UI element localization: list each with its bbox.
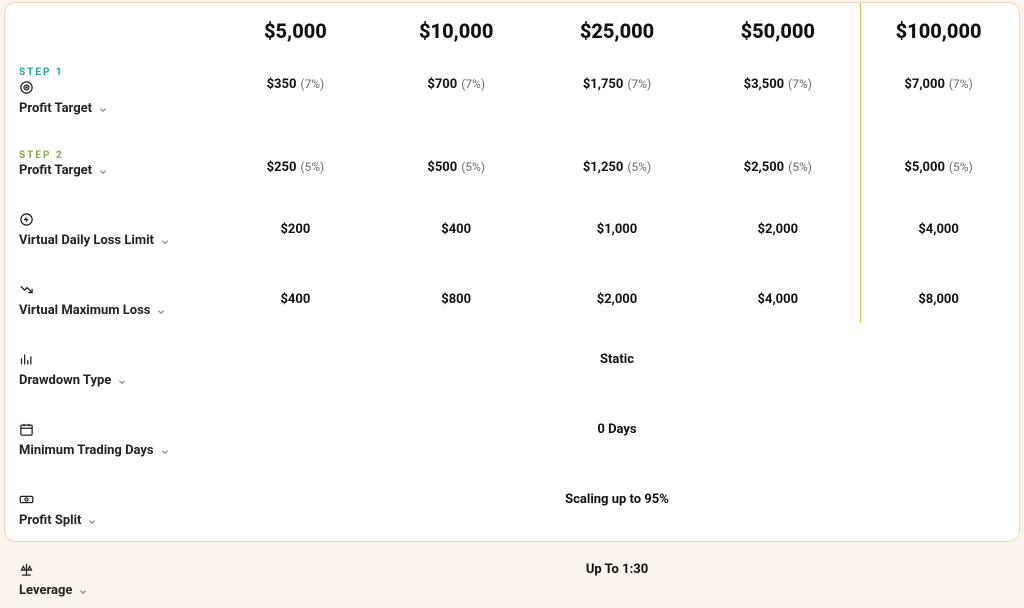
row-drawdown-label[interactable]: Drawdown Type xyxy=(5,346,215,398)
row-step1-text: Profit Target xyxy=(19,101,92,116)
header-spacer xyxy=(5,13,215,61)
col-header-1: $10,000 xyxy=(376,13,537,61)
chevron-down-icon xyxy=(160,446,170,456)
row-step2-label[interactable]: STEP 2 Profit Target xyxy=(5,144,215,188)
col-header-2: $25,000 xyxy=(537,13,698,61)
row-daily-loss-label[interactable]: Virtual Daily Loss Limit xyxy=(5,206,215,258)
col-header-0: $5,000 xyxy=(215,13,376,61)
row-daily-loss-text: Virtual Daily Loss Limit xyxy=(19,233,154,248)
row-leverage-label[interactable]: Leverage xyxy=(5,556,215,608)
row-step2-text: Profit Target xyxy=(19,163,92,178)
chevron-down-icon xyxy=(98,104,108,114)
trend-down-icon xyxy=(19,282,34,297)
dailyloss-val-0: $200 xyxy=(215,206,376,258)
profitsplit-value: Scaling up to 95% xyxy=(215,486,1019,538)
row-mindays-label[interactable]: Minimum Trading Days xyxy=(5,416,215,468)
bars-icon xyxy=(19,352,34,367)
step1-val-4: $7,000(7%) xyxy=(858,61,1019,126)
cash-icon xyxy=(19,492,34,507)
chevron-down-icon xyxy=(87,516,97,526)
leverage-value: Up To 1:30 xyxy=(215,556,1019,608)
calendar-icon xyxy=(19,422,34,437)
chevron-down-icon xyxy=(98,166,108,176)
highlight-column-divider xyxy=(860,3,861,323)
clock24-icon xyxy=(19,212,34,227)
chevron-down-icon xyxy=(160,236,170,246)
pricing-comparison-card: $5,000 $10,000 $25,000 $50,000 $100,000 … xyxy=(4,2,1020,542)
row-leverage-text: Leverage xyxy=(19,583,72,598)
row-max-loss-label[interactable]: Virtual Maximum Loss xyxy=(5,276,215,328)
maxloss-val-2: $2,000 xyxy=(537,276,698,328)
row-mindays-text: Minimum Trading Days xyxy=(19,443,154,458)
drawdown-value: Static xyxy=(215,346,1019,398)
step1-val-1: $700(7%) xyxy=(376,61,537,126)
step1-tag: STEP 1 xyxy=(19,67,215,78)
row-max-loss-text: Virtual Maximum Loss xyxy=(19,303,150,318)
dailyloss-val-1: $400 xyxy=(376,206,537,258)
step2-val-2: $1,250(5%) xyxy=(537,144,698,188)
col-header-4: $100,000 xyxy=(858,13,1019,61)
step2-tag: STEP 2 xyxy=(19,150,215,161)
maxloss-val-4: $8,000 xyxy=(858,276,1019,328)
maxloss-val-0: $400 xyxy=(215,276,376,328)
step1-val-2: $1,750(7%) xyxy=(537,61,698,126)
row-step1-label[interactable]: STEP 1 Profit Target xyxy=(5,61,215,126)
mindays-value: 0 Days xyxy=(215,416,1019,468)
dailyloss-val-3: $2,000 xyxy=(697,206,858,258)
step2-val-1: $500(5%) xyxy=(376,144,537,188)
row-drawdown-text: Drawdown Type xyxy=(19,373,111,388)
target-icon xyxy=(19,80,34,95)
step2-val-0: $250(5%) xyxy=(215,144,376,188)
col-header-3: $50,000 xyxy=(697,13,858,61)
maxloss-val-3: $4,000 xyxy=(697,276,858,328)
maxloss-val-1: $800 xyxy=(376,276,537,328)
dailyloss-val-2: $1,000 xyxy=(537,206,698,258)
row-profitsplit-label[interactable]: Profit Split xyxy=(5,486,215,538)
chevron-down-icon xyxy=(156,306,166,316)
row-profitsplit-text: Profit Split xyxy=(19,513,81,528)
scale-icon xyxy=(19,562,34,577)
chevron-down-icon xyxy=(78,586,88,596)
step2-val-4: $5,000(5%) xyxy=(858,144,1019,188)
step1-val-3: $3,500(7%) xyxy=(697,61,858,126)
comparison-grid: $5,000 $10,000 $25,000 $50,000 $100,000 … xyxy=(5,13,1019,608)
dailyloss-val-4: $4,000 xyxy=(858,206,1019,258)
step1-val-0: $350(7%) xyxy=(215,61,376,126)
chevron-down-icon xyxy=(117,376,127,386)
step2-val-3: $2,500(5%) xyxy=(697,144,858,188)
